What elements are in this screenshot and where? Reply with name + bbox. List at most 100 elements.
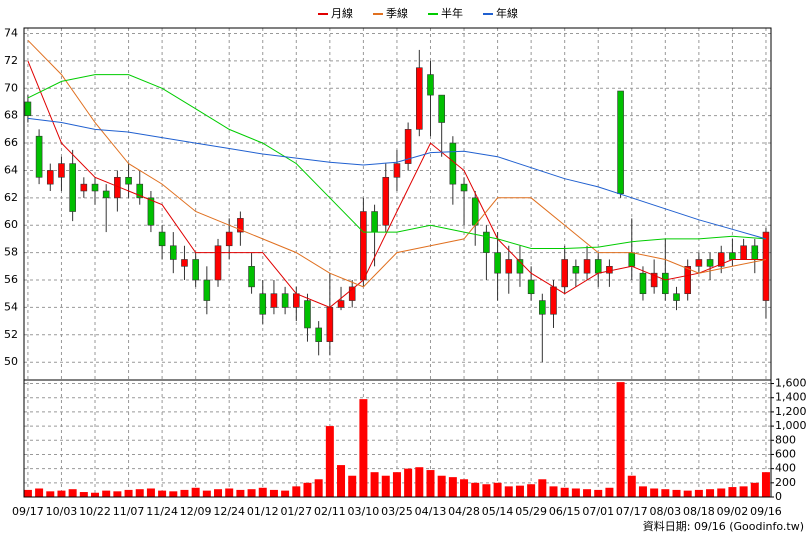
candle-body — [315, 327, 322, 342]
x-tick-label: 05/14 — [482, 505, 514, 518]
legend-label: 季線 — [386, 6, 408, 20]
volume-bar — [694, 489, 703, 497]
volume-bar — [426, 470, 435, 497]
candle-body — [572, 266, 580, 274]
y-tick-label: 68 — [4, 109, 18, 122]
volume-bar — [392, 472, 401, 497]
volume-bar — [202, 490, 211, 497]
volume-bar — [158, 490, 167, 497]
x-tick-label: 05/29 — [515, 505, 547, 518]
y-tick-label: 60 — [4, 218, 18, 231]
volume-bar — [471, 482, 480, 497]
candle-body — [583, 259, 591, 274]
y-tick-label: 58 — [4, 246, 18, 259]
candle-body — [594, 259, 602, 274]
y2-tick-label: 400 — [775, 462, 796, 475]
volume-bar — [337, 465, 346, 497]
volume-bar — [482, 484, 491, 497]
candle-body — [360, 211, 367, 281]
volume-bar — [717, 488, 726, 497]
volume-bar — [91, 492, 100, 497]
volume-bar — [124, 489, 133, 497]
volume-bar — [661, 489, 670, 497]
volume-bar — [314, 479, 323, 497]
x-tick-label: 06/15 — [549, 505, 581, 518]
volume-bar — [348, 475, 357, 497]
x-tick-label: 01/27 — [280, 505, 312, 518]
volume-bar — [146, 488, 155, 497]
x-tick-label: 10/03 — [46, 505, 78, 518]
x-tick-label: 11/07 — [113, 505, 145, 518]
x-tick-label: 09/16 — [750, 505, 782, 518]
y2-tick-label: 1,000 — [775, 419, 807, 432]
candle-body — [617, 90, 624, 195]
volume-bar — [571, 488, 580, 497]
candle-body — [483, 231, 490, 253]
x-tick-label: 12/24 — [213, 505, 245, 518]
y-tick-label: 54 — [4, 300, 18, 313]
candle-body — [751, 245, 759, 260]
candle-body — [169, 245, 177, 260]
candle-body — [717, 252, 725, 267]
candle-body — [102, 190, 110, 199]
candle-body — [695, 259, 703, 267]
volume-bar — [113, 491, 122, 497]
candle-body — [181, 259, 188, 267]
y2-tick-label: 600 — [775, 447, 796, 460]
candle-body — [516, 259, 524, 274]
candle-body — [304, 300, 311, 329]
candle-body — [192, 259, 199, 281]
footer: 資料日期: 09/16 (Goodinfo.tw) — [643, 519, 804, 533]
x-tick-label: 08/03 — [649, 505, 681, 518]
x-tick-label: 09/02 — [717, 505, 749, 518]
volume-bar — [549, 486, 558, 497]
volume-bar — [583, 489, 592, 497]
volume-bar — [739, 486, 748, 497]
y2-tick-label: 1,600 — [775, 377, 807, 390]
candle-body — [69, 163, 76, 212]
volume-bar — [605, 487, 614, 497]
y-tick-label: 64 — [4, 163, 18, 176]
volume-bar — [527, 484, 536, 497]
x-tick-label: 07/17 — [616, 505, 648, 518]
y-tick-label: 70 — [4, 81, 18, 94]
candle-body — [539, 300, 546, 315]
x-tick-label: 02/11 — [314, 505, 346, 518]
candle-body — [326, 307, 334, 342]
volume-bar — [214, 489, 223, 497]
x-tick-label: 09/17 — [12, 505, 44, 518]
candle-body — [673, 293, 680, 301]
volume-bar — [292, 486, 301, 497]
volume-bar — [493, 482, 502, 497]
volume-bar — [683, 490, 692, 497]
volume-bar — [325, 426, 334, 497]
y-tick-label: 52 — [4, 328, 18, 341]
y2-tick-label: 800 — [775, 433, 796, 446]
volume-bar — [303, 482, 312, 497]
legend-label: 年線 — [496, 6, 518, 20]
volume-bar — [448, 477, 457, 497]
volume-bar — [370, 472, 379, 497]
candle-body — [505, 259, 513, 274]
candle-body — [214, 245, 222, 281]
volume-bar — [515, 485, 524, 497]
candle-body — [248, 266, 255, 288]
x-tick-label: 03/10 — [348, 505, 380, 518]
volume-bar — [650, 488, 659, 497]
x-tick-label: 01/12 — [247, 505, 279, 518]
volume-bar — [225, 488, 234, 497]
y-tick-label: 56 — [4, 273, 18, 286]
volume-bar — [79, 492, 88, 497]
candle-body — [729, 252, 736, 260]
candle-body — [203, 279, 211, 301]
candle-body — [371, 211, 378, 233]
ma-line — [27, 60, 766, 308]
volume-bar — [135, 489, 144, 497]
y-tick-label: 72 — [4, 54, 18, 67]
volume-bar — [381, 475, 390, 497]
volume-bar — [706, 489, 715, 497]
candle-body — [550, 286, 557, 315]
y-tick-label: 62 — [4, 191, 18, 204]
